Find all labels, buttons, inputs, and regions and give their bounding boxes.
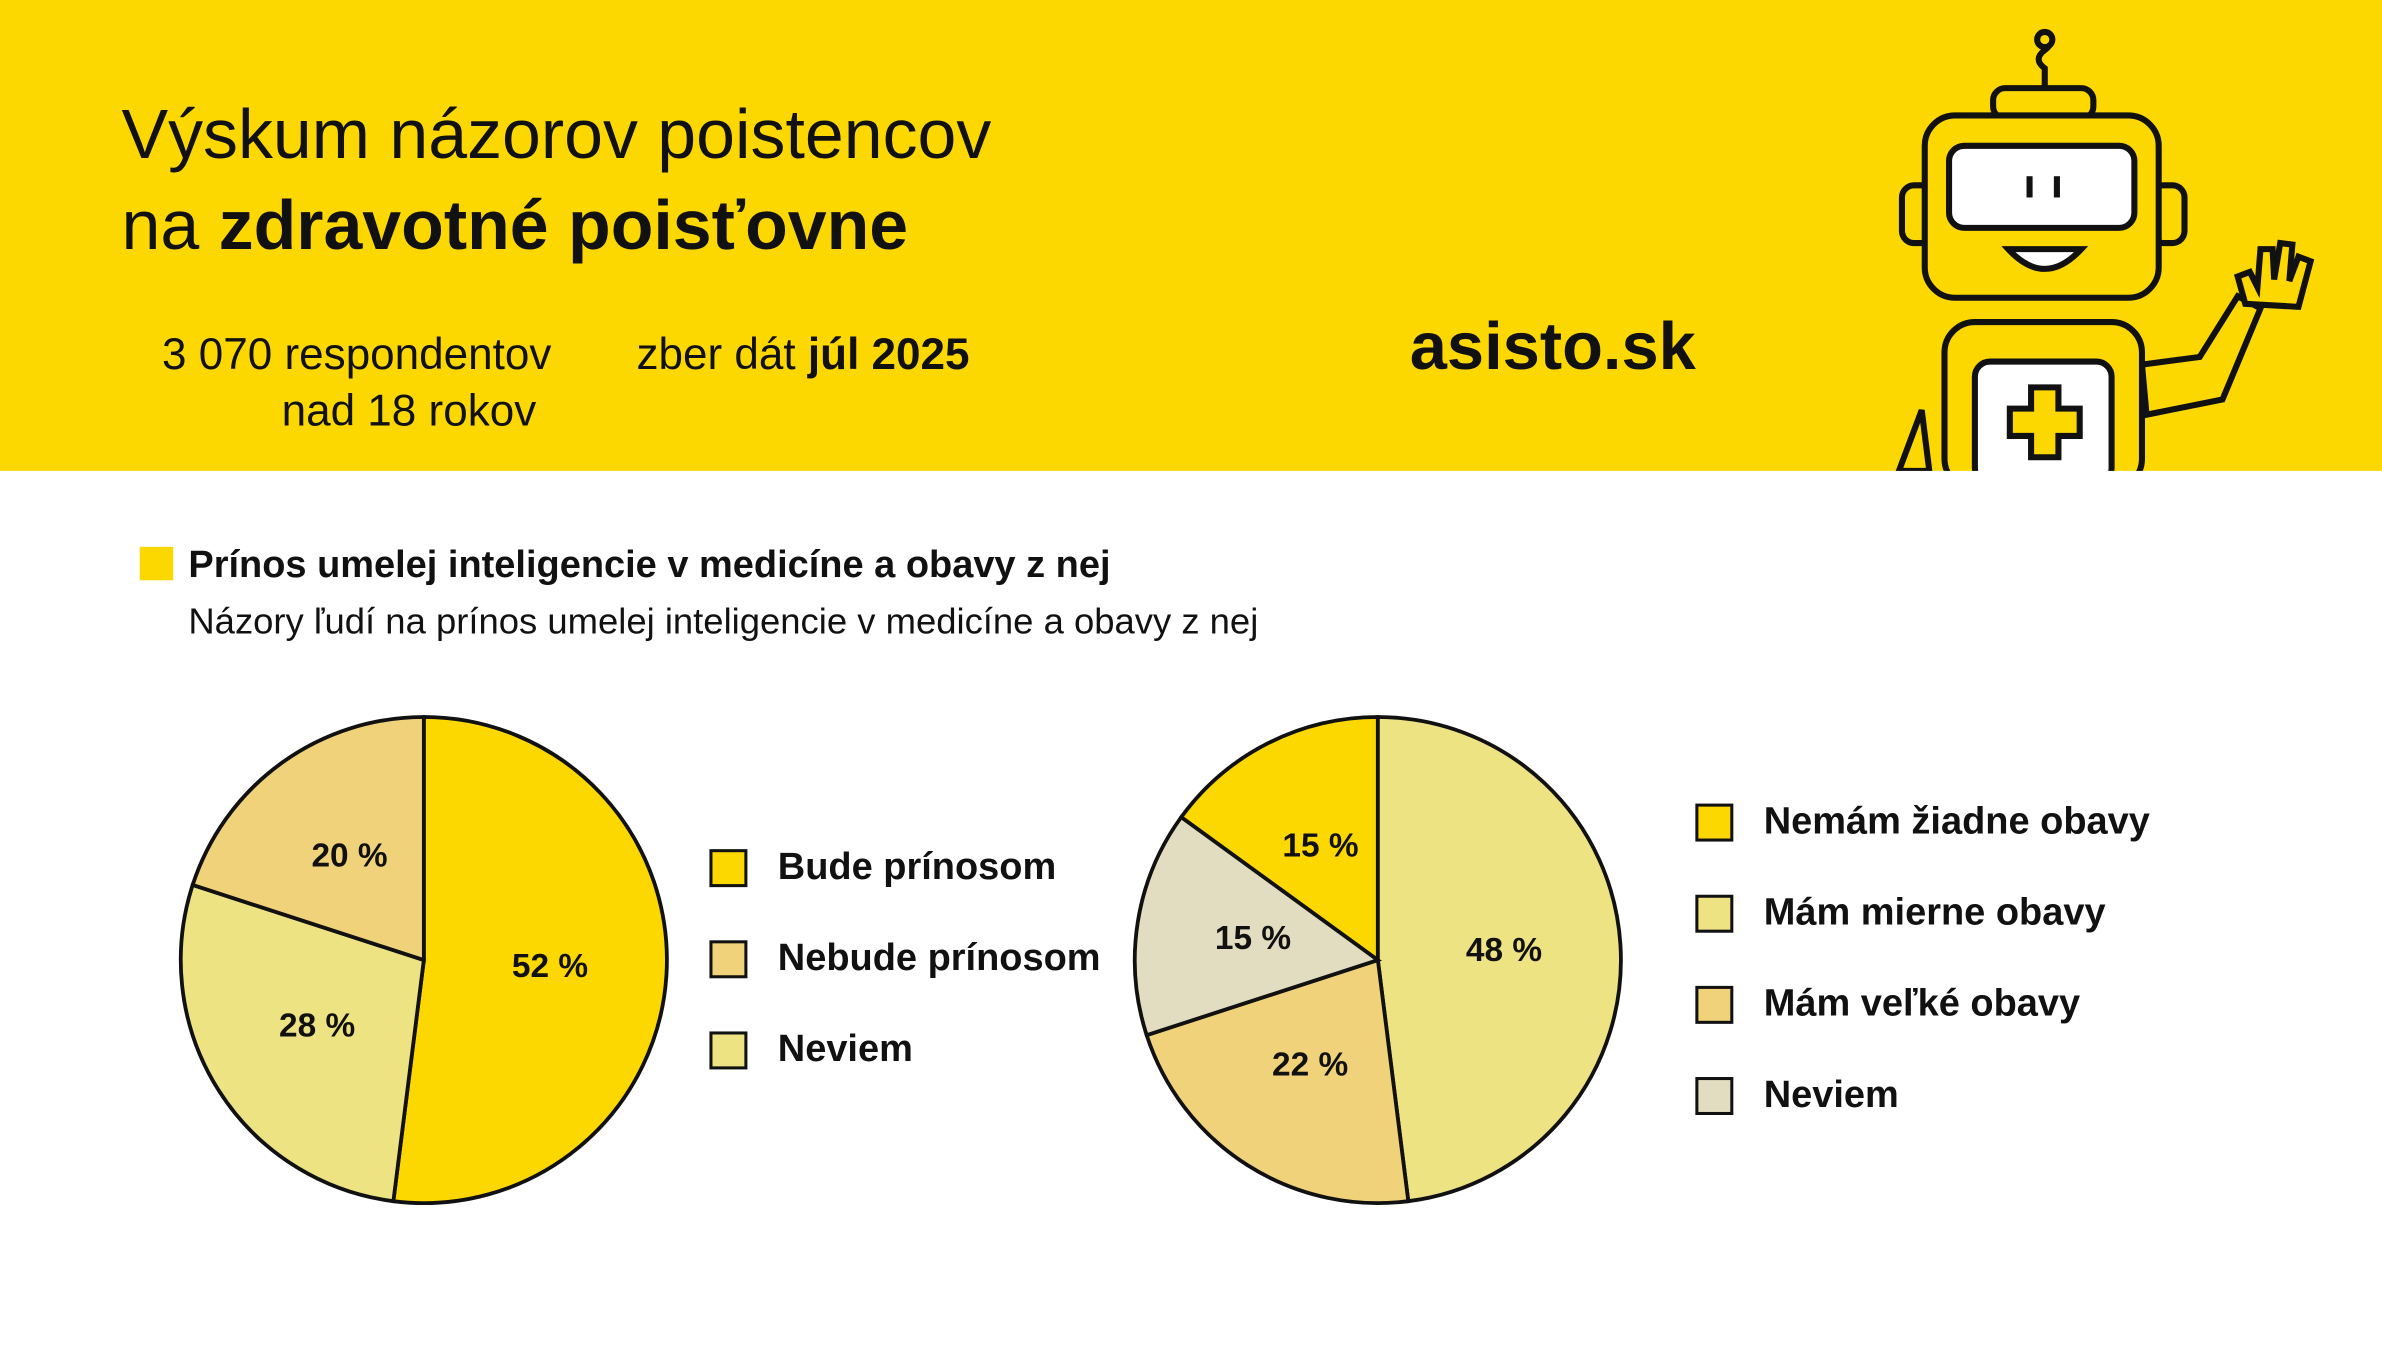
legend-swatch [1695,803,1734,842]
pie-slice [391,715,669,1205]
legend-swatch [1695,1077,1734,1115]
robot [1894,28,2315,493]
pie-slice [1132,814,1382,1038]
pie-slice [178,882,426,1204]
charts: 52 % 28 % 20 % Bude prínosom Nebude prínosom… [178,715,2150,1205]
age: nad 18 rokov [282,386,537,435]
section-subtitle: Názory ľudí na prínos umelej inteligenci… [188,600,1258,641]
slice-label: 15 % [1282,827,1358,864]
legend-label: Bude prínosom [778,846,1056,888]
pie-slice [1375,715,1623,1204]
legend-swatch [1695,985,1734,1024]
slice-label: 28 % [279,1008,355,1045]
title-line2: na zdravotné poisťovne [122,186,909,264]
pie-slice [190,715,426,963]
collection-prefix: zber dát [637,330,796,379]
legend-label: Neviem [1764,1074,1899,1116]
legend-swatch [1695,894,1734,933]
collection-date: júl 2025 [807,330,970,379]
legend-label: Nebude prínosom [778,937,1101,979]
collection: zber dát júl 2025 [637,330,970,379]
section-title: Prínos umelej inteligencie v medicíne a … [188,544,1110,586]
legend-label: Mám veľké obavy [1764,983,2080,1025]
section-marker [139,546,174,581]
slice-label: 52 % [512,948,588,985]
legend-label: Mám mierne obavy [1764,892,2106,934]
title-bold: zdravotné poisťovne [219,186,909,264]
slice-label: 22 % [1272,1047,1348,1084]
slice-label: 15 % [1215,920,1291,957]
slice-label: 48 % [1466,932,1542,969]
title-prefix: na [122,186,200,264]
respondents: 3 070 respondentov [162,330,551,379]
legend-swatch [709,940,748,979]
title-line1: Výskum názorov poistencov [122,95,992,173]
legend-label: Neviem [778,1028,913,1070]
pie-slice [1178,715,1380,964]
legend-swatch [709,849,748,888]
slice-label: 20 % [311,838,387,875]
pie-slice [1144,957,1411,1205]
legend-swatch [709,1031,748,1070]
legend-label: Nemám žiadne obavy [1764,800,2150,842]
brand: asisto.sk [1410,309,1697,384]
